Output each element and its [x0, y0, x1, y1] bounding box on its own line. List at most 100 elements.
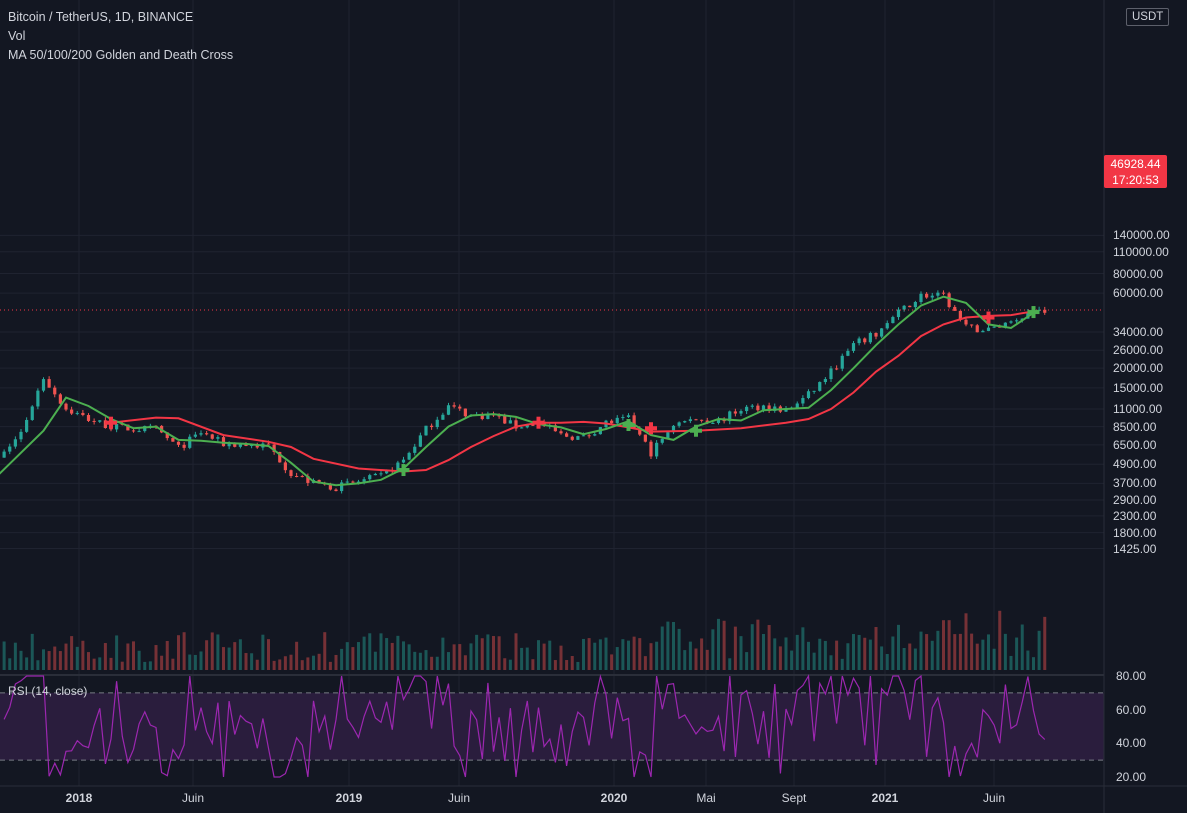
candle-body — [210, 434, 214, 439]
candle-body — [733, 411, 737, 414]
candle-body — [958, 310, 962, 320]
candle-body — [992, 326, 996, 328]
volume-bar — [570, 655, 574, 670]
candle-body — [368, 475, 372, 480]
currency-button[interactable]: USDT — [1126, 8, 1170, 26]
candle-body — [446, 405, 451, 415]
volume-bar — [188, 654, 192, 670]
candle-body — [300, 476, 304, 478]
volume-bar — [582, 638, 585, 670]
volume-bar — [610, 654, 614, 670]
volume-bar — [390, 642, 394, 670]
volume-bar — [593, 642, 597, 670]
volume-bar — [463, 655, 467, 670]
volume-bar — [1015, 637, 1019, 670]
time-tick-label: 2021 — [871, 791, 899, 805]
price-tick-label: 20000.00 — [1113, 361, 1164, 376]
candle-body — [452, 405, 456, 407]
volume-bar — [885, 653, 889, 670]
volume-bar — [42, 649, 45, 670]
volume-bar — [936, 630, 940, 670]
volume-bar — [373, 651, 377, 670]
volume-bar — [942, 620, 945, 670]
volume-bars — [2, 610, 1047, 670]
candle-body — [666, 432, 670, 439]
candle-body — [621, 417, 625, 419]
rsi-label[interactable]: RSI (14, close) — [8, 684, 88, 698]
indicator-label[interactable]: MA 50/100/200 Golden and Death Cross — [8, 48, 234, 62]
volume-label[interactable]: Vol — [8, 29, 26, 43]
cross-marker-golden — [397, 464, 410, 477]
volume-bar — [160, 655, 164, 670]
volume-bar — [137, 650, 141, 670]
candle-body — [1043, 309, 1047, 313]
volume-bar — [930, 640, 934, 670]
volume-bar — [818, 638, 822, 670]
candle-body — [913, 302, 917, 308]
candle-body — [244, 444, 248, 446]
candle-body — [941, 292, 946, 294]
volume-bar — [638, 638, 642, 670]
volume-bar — [75, 646, 79, 670]
volume-bar — [829, 655, 833, 670]
volume-bar — [666, 621, 670, 670]
volume-bar — [688, 641, 692, 670]
price-tick-label: 4900.00 — [1113, 457, 1157, 472]
price-tick-label: 8500.00 — [1113, 419, 1157, 434]
volume-bar — [424, 650, 428, 670]
volume-bar — [902, 647, 906, 670]
candle-body — [351, 481, 355, 483]
volume-bar — [694, 648, 698, 670]
volume-bar — [649, 643, 653, 670]
candle-body — [902, 305, 906, 310]
volume-bar — [115, 635, 119, 670]
volume-bar — [733, 626, 737, 670]
volume-bar — [351, 647, 355, 670]
candle-body — [70, 409, 74, 414]
candle-body — [812, 390, 816, 392]
volume-bar — [868, 639, 872, 670]
volume-bar — [53, 646, 57, 670]
candle-body — [930, 295, 934, 298]
candle-body — [936, 292, 940, 296]
volume-bar — [92, 658, 96, 670]
candle-body — [143, 425, 147, 432]
volume-bar — [306, 657, 310, 670]
volume-bar — [852, 634, 855, 670]
candle-body — [396, 462, 400, 472]
candle-body — [671, 425, 676, 433]
volume-bar — [953, 634, 957, 670]
candle-body — [559, 431, 563, 434]
candle-body — [964, 319, 968, 325]
candle-body — [1009, 321, 1013, 323]
candle-body — [525, 424, 529, 428]
candle-body — [823, 379, 827, 383]
price-tick-label: 15000.00 — [1113, 380, 1164, 395]
volume-bar — [13, 642, 17, 670]
volume-bar — [250, 653, 254, 670]
time-tick-label: 2019 — [335, 791, 363, 805]
volume-bar — [345, 642, 349, 670]
candle-body — [711, 422, 715, 424]
volume-bar — [103, 643, 107, 670]
candle-body — [407, 452, 411, 460]
volume-bar — [227, 647, 231, 670]
candle-body — [953, 307, 957, 311]
candle-body — [47, 379, 51, 388]
candle-body — [255, 444, 259, 448]
rsi-tick-label: 40.00 — [1116, 736, 1147, 751]
volume-bar — [981, 639, 985, 670]
candle-body — [385, 470, 389, 474]
cross-marker-golden — [1027, 306, 1040, 319]
volume-bar — [154, 645, 158, 670]
volume-bar — [1043, 616, 1047, 670]
volume-bar — [1037, 630, 1041, 670]
candle-body — [497, 415, 501, 417]
volume-bar — [807, 641, 810, 670]
candle-body — [846, 350, 850, 356]
candle-body — [58, 394, 62, 404]
symbol-title[interactable]: Bitcoin / TetherUS, 1D, BINANCE — [8, 10, 194, 24]
volume-bar — [846, 643, 850, 670]
candle-body — [289, 470, 293, 476]
